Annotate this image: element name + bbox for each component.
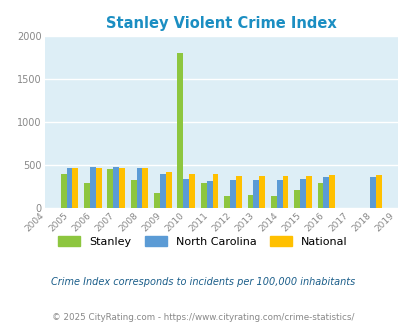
Bar xyxy=(142,168,148,208)
Bar xyxy=(96,168,101,208)
Bar xyxy=(212,175,218,208)
Bar xyxy=(177,53,183,208)
Bar xyxy=(258,176,264,208)
Bar xyxy=(270,196,276,208)
Bar xyxy=(323,177,328,208)
Bar xyxy=(294,190,299,208)
Bar xyxy=(119,168,125,208)
Bar xyxy=(90,167,96,208)
Legend: Stanley, North Carolina, National: Stanley, North Carolina, National xyxy=(58,236,347,247)
Bar xyxy=(375,175,381,208)
Bar xyxy=(66,168,72,208)
Bar xyxy=(165,172,171,208)
Bar xyxy=(84,182,90,208)
Bar xyxy=(253,180,258,208)
Bar xyxy=(247,195,253,208)
Bar xyxy=(113,167,119,208)
Bar xyxy=(276,180,282,208)
Bar xyxy=(61,174,66,208)
Bar xyxy=(72,168,78,208)
Text: © 2025 CityRating.com - https://www.cityrating.com/crime-statistics/: © 2025 CityRating.com - https://www.city… xyxy=(51,313,354,322)
Bar xyxy=(107,169,113,208)
Bar xyxy=(154,193,160,208)
Bar xyxy=(317,183,323,208)
Bar xyxy=(224,196,230,208)
Bar xyxy=(160,175,165,208)
Bar xyxy=(206,181,212,208)
Bar xyxy=(235,176,241,208)
Bar xyxy=(136,168,142,208)
Bar xyxy=(328,175,334,208)
Bar xyxy=(282,177,288,208)
Bar xyxy=(305,176,311,208)
Bar xyxy=(200,182,206,208)
Text: Crime Index corresponds to incidents per 100,000 inhabitants: Crime Index corresponds to incidents per… xyxy=(51,278,354,287)
Title: Stanley Violent Crime Index: Stanley Violent Crime Index xyxy=(106,16,336,31)
Bar xyxy=(299,179,305,208)
Bar xyxy=(369,177,375,208)
Bar xyxy=(130,181,136,208)
Bar xyxy=(189,174,194,208)
Bar xyxy=(230,180,235,208)
Bar xyxy=(183,179,189,208)
